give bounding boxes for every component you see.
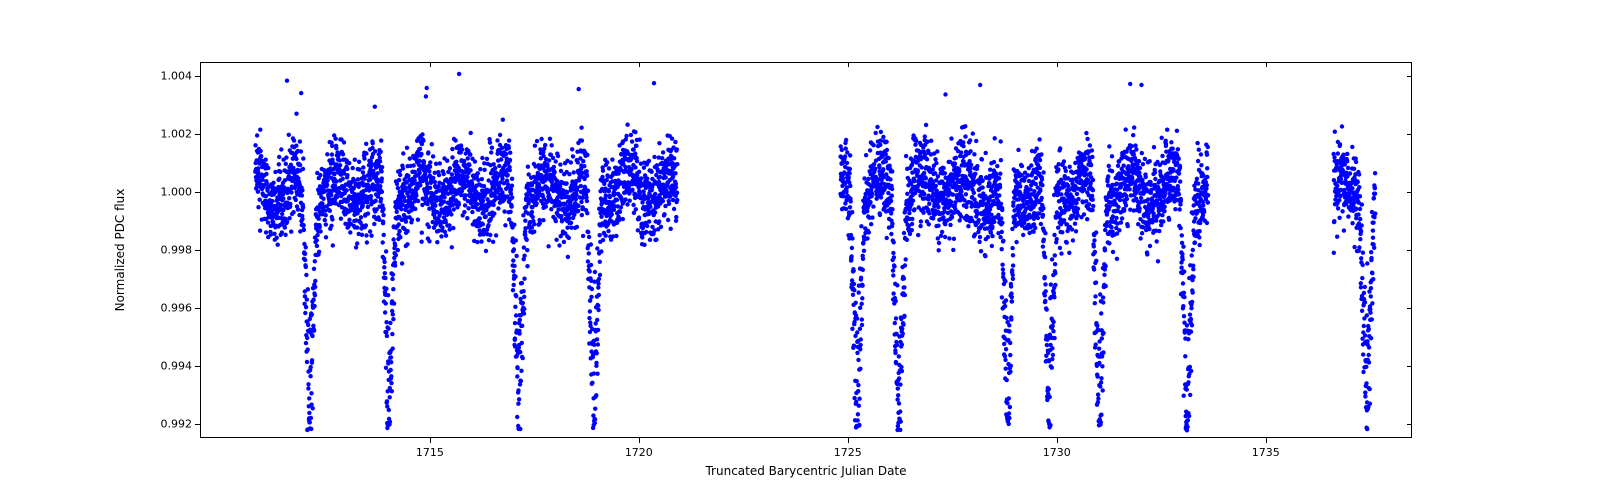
x-tick-label: 1720 (625, 446, 653, 459)
y-tick-label: 0.994 (152, 359, 192, 372)
y-tick (195, 424, 200, 425)
y-tick (195, 192, 200, 193)
x-tick (430, 438, 431, 443)
x-tick-label: 1735 (1252, 446, 1280, 459)
x-tick-label: 1725 (834, 446, 862, 459)
y-tick-label: 0.998 (152, 244, 192, 257)
y-axis-label: Normalized PDC flux (113, 189, 127, 312)
x-tick (639, 438, 640, 443)
y-tick (195, 250, 200, 251)
y-tick (195, 308, 200, 309)
y-tick (195, 134, 200, 135)
x-tick-label: 1715 (416, 446, 444, 459)
y-tick (195, 76, 200, 77)
x-tick (848, 438, 849, 443)
lightcurve-chart: 1715 1720 1725 1730 1735 0.992 0.994 0.996 0.99… (0, 0, 1600, 500)
x-tick (1057, 438, 1058, 443)
plot-area (200, 62, 1412, 438)
x-axis-label: Truncated Barycentric Julian Date (705, 464, 906, 478)
y-tick (195, 366, 200, 367)
x-tick-label: 1730 (1043, 446, 1071, 459)
y-tick-label: 0.996 (152, 301, 192, 314)
y-tick-label: 1.000 (152, 186, 192, 199)
y-tick-label: 1.004 (152, 70, 192, 83)
y-tick-label: 0.992 (152, 417, 192, 430)
y-tick-label: 1.002 (152, 128, 192, 141)
scatter-points (201, 63, 1413, 439)
x-tick (1266, 438, 1267, 443)
